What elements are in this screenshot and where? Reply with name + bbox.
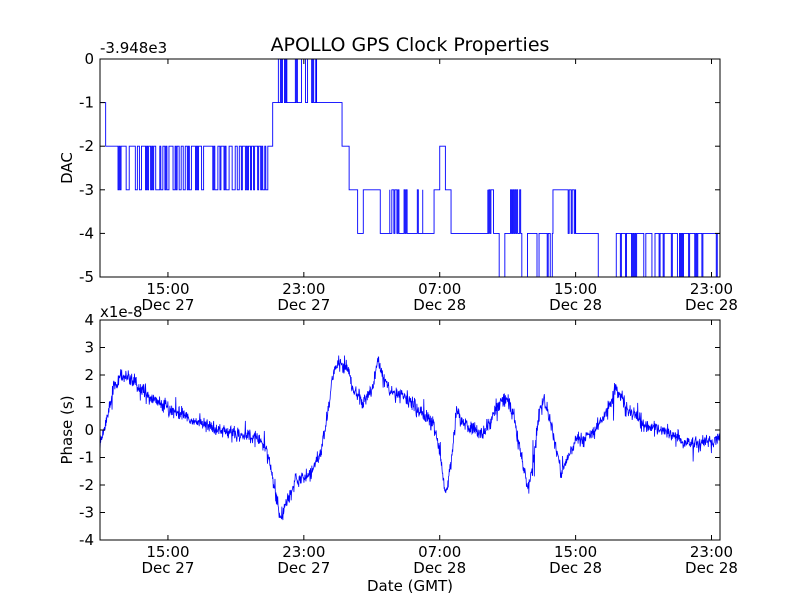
dac-plot-area: [100, 58, 720, 278]
phase-y-axis-label: Phase (s): [58, 395, 76, 464]
phase-y-tick-label: 0: [84, 421, 94, 439]
phase-y-tick-label: 1: [84, 394, 94, 412]
dac-x-tick-sublabel: Dec 27: [277, 296, 330, 314]
phase-x-tick-label: 07:00: [418, 543, 461, 561]
dac-y-tick-label: -4: [79, 224, 94, 242]
phase-x-tick-sublabel: Dec 27: [141, 559, 194, 577]
dac-offset-label: -3.948e3: [100, 39, 167, 57]
dac-x-tick-sublabel: Dec 28: [549, 296, 602, 314]
phase-plot-area: [99, 355, 721, 521]
phase-y-tick-label: -3: [79, 504, 94, 522]
chart-title: APOLLO GPS Clock Properties: [271, 34, 550, 56]
phase-y-tick-label: 3: [84, 339, 94, 357]
phase-axes-frame: [99, 319, 721, 541]
dac-y-tick-label: -1: [79, 94, 94, 112]
dac-x-tick-sublabel: Dec 28: [413, 296, 466, 314]
phase-offset-label: x1e-8: [100, 303, 143, 321]
dac-x-tick-label: 15:00: [146, 280, 189, 298]
phase-x-tick-label: 23:00: [282, 543, 325, 561]
dac-y-tick-label: -5: [79, 268, 94, 286]
phase-x-tick-sublabel: Dec 27: [277, 559, 330, 577]
phase-y-tick-label: -1: [79, 449, 94, 467]
phase-x-tick-label: 23:00: [690, 543, 733, 561]
dac-x-tick-sublabel: Dec 28: [685, 296, 738, 314]
phase-y-tick-label: -4: [79, 531, 94, 549]
dac-x-tick-label: 07:00: [418, 280, 461, 298]
dac-series-line: [100, 58, 720, 278]
phase-y-tick-label: 2: [84, 366, 94, 384]
phase-y-tick-label: 4: [84, 311, 94, 329]
phase-x-tick-sublabel: Dec 28: [549, 559, 602, 577]
phase-plot: x1e-8 Phase (s) Date (GMT) 4 3 2 1 0 -1 -2 -3 -4…: [58, 303, 738, 595]
dac-y-tick-label: -2: [79, 137, 94, 155]
phase-x-axis-label: Date (GMT): [367, 577, 453, 595]
phase-x-tick-label: 15:00: [554, 543, 597, 561]
dac-y-tick-label: 0: [84, 50, 94, 68]
phase-series-line: [99, 355, 721, 521]
phase-y-tick-label: -2: [79, 476, 94, 494]
phase-x-tick-sublabel: Dec 28: [685, 559, 738, 577]
phase-x-tick-label: 15:00: [146, 543, 189, 561]
phase-x-tick-sublabel: Dec 28: [413, 559, 466, 577]
dac-x-tick-sublabel: Dec 27: [141, 296, 194, 314]
dac-axes-frame: [99, 58, 721, 278]
dac-x-tick-label: 15:00: [554, 280, 597, 298]
dac-y-axis-label: DAC: [58, 152, 76, 184]
dac-x-tick-label: 23:00: [282, 280, 325, 298]
dac-y-tick-label: -3: [79, 181, 94, 199]
dac-x-tick-label: 23:00: [690, 280, 733, 298]
